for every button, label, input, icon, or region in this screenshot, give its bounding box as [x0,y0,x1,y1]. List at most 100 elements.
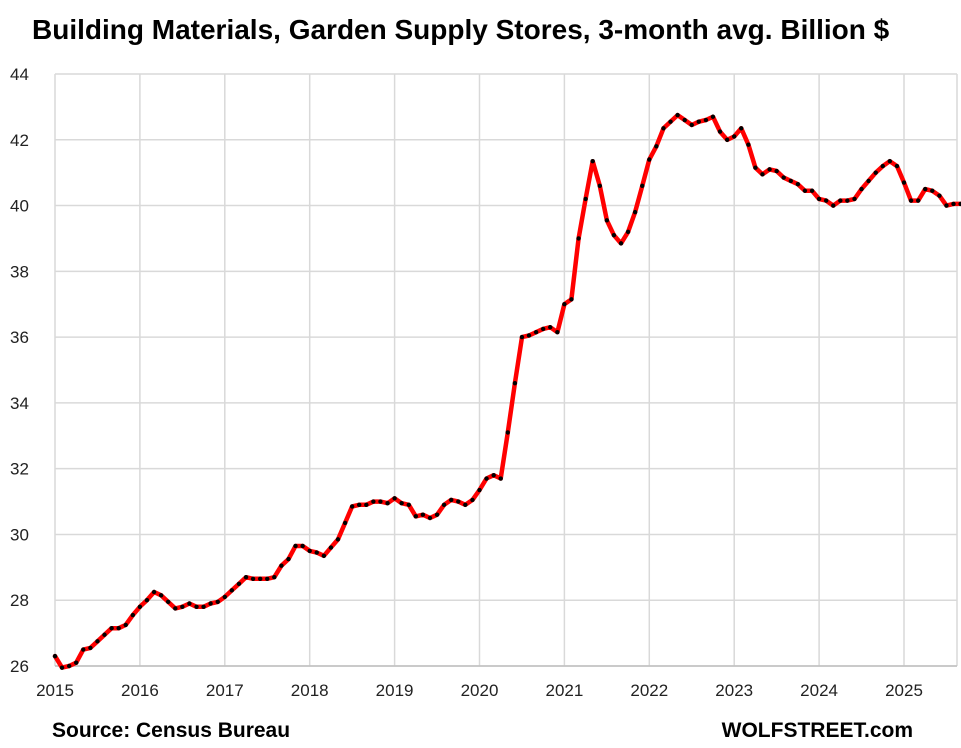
data-point [293,543,298,549]
data-point [816,196,822,202]
data-point [180,604,185,609]
data-point [427,515,433,521]
data-point [463,502,468,508]
x-tick-label: 2015 [36,681,74,700]
data-point [222,594,227,600]
data-point [420,512,426,517]
source-note: Source: Census Bureau [52,719,291,742]
data-point [632,209,638,215]
data-point [434,512,440,517]
data-point [314,550,319,555]
data-point [300,543,305,549]
data-point [540,326,546,332]
data-point [342,520,348,526]
data-point [385,501,390,506]
data-point [88,645,93,651]
data-point [908,198,914,203]
data-point [689,122,694,128]
data-point [484,476,489,481]
data-point [59,665,65,670]
data-point [229,588,235,593]
data-point [279,563,284,568]
y-tick-label: 28 [10,591,29,610]
x-axis: 2015 2016 2017 2018 2019 2020 2021 2022 2023 2024… [36,681,923,700]
data-point [158,593,164,598]
x-tick-label: 2022 [630,681,668,700]
data-point [739,126,744,131]
x-tick-label: 2017 [206,681,244,700]
data-point [95,639,100,644]
data-point [901,180,907,185]
data-point [583,196,588,202]
data-point [880,163,885,169]
data-point [406,502,411,508]
y-axis: 26 28 30 32 34 36 38 40 42 44 [10,65,29,676]
data-point [923,186,928,192]
data-point [378,499,383,504]
data-point [66,663,72,669]
data-point [123,622,128,628]
data-point [328,545,334,550]
y-tick-label: 42 [10,131,29,150]
data-point [696,119,701,124]
data-point [441,502,447,508]
data-point [505,430,510,435]
data-point [109,625,114,631]
data-point [272,575,277,580]
data-point [611,232,617,238]
data-point [604,218,610,223]
x-tick-label: 2016 [121,681,159,700]
data-point [130,612,136,618]
y-tick-label: 30 [10,525,29,544]
data-point [774,168,779,174]
data-point [760,172,765,177]
data-point [215,599,220,605]
data-point [555,329,560,335]
data-point [208,601,213,606]
data-point [951,201,956,207]
data-point [477,487,482,493]
data-point [590,158,595,164]
x-tick-label: 2020 [461,681,499,700]
data-point [838,198,843,203]
data-point [781,175,786,180]
data-point [265,576,270,582]
data-point [809,188,815,193]
data-point [519,334,525,340]
data-point [717,129,723,134]
data-point [724,137,730,142]
y-tick-label: 38 [10,262,29,281]
data-point [364,502,369,508]
data-point [753,165,758,170]
data-point [52,653,58,659]
data-point [201,604,206,609]
data-point [788,178,794,184]
data-point [74,660,79,665]
data-point [286,556,291,562]
data-point [151,589,157,595]
data-point [625,229,631,235]
data-point [767,167,772,172]
data-point [930,188,935,193]
data-point [958,201,961,207]
data-point [682,117,687,123]
data-point [576,236,581,241]
data-point [944,203,949,208]
data-point [144,598,150,603]
data-series [52,112,961,670]
data-point [894,163,900,169]
data-point [399,501,404,506]
data-point [335,537,341,542]
data-point [647,157,652,162]
x-tick-label: 2023 [715,681,753,700]
data-point [562,302,567,307]
x-tick-label: 2025 [885,681,923,700]
data-point [915,198,921,203]
x-tick-label: 2019 [376,681,414,700]
data-point [307,548,312,554]
data-point [102,632,107,637]
data-point [81,647,86,652]
data-point [165,599,171,605]
data-point [795,181,801,187]
data-point [470,497,475,503]
